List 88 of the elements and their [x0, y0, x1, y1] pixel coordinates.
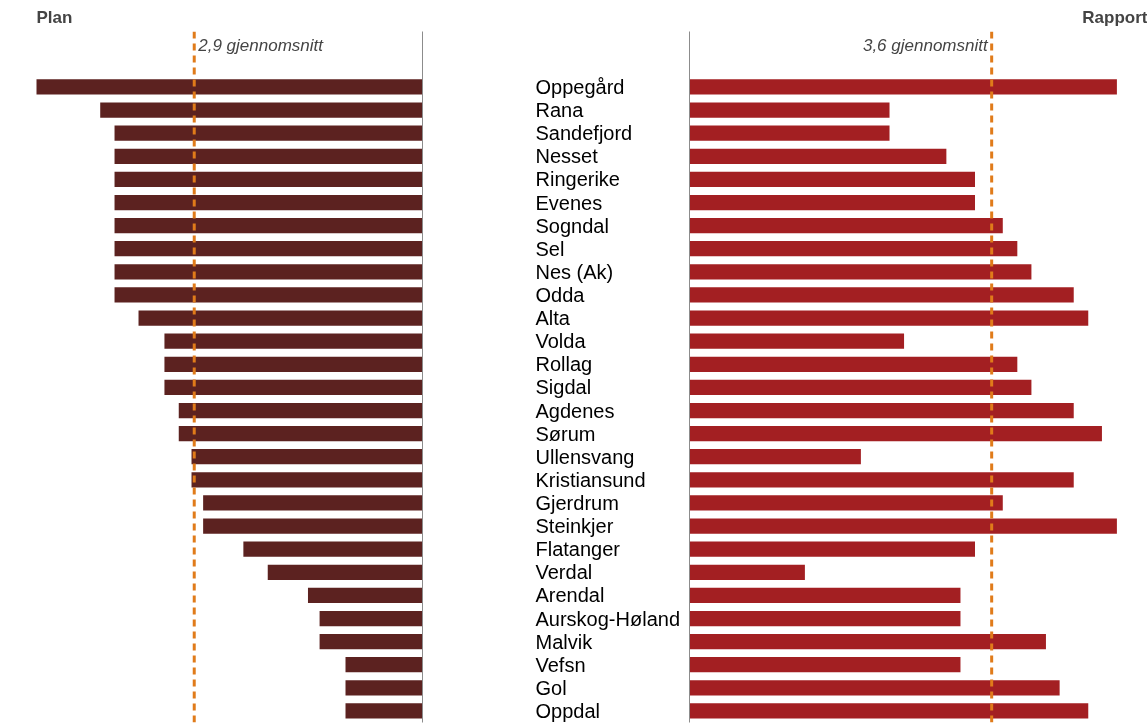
bar	[689, 657, 961, 673]
bar	[138, 310, 423, 326]
y-tick-label: Malvik	[535, 630, 594, 653]
bar	[689, 633, 1046, 650]
y-tick-label: Aurskog-Høland	[535, 607, 681, 630]
bar	[114, 148, 423, 164]
bar	[114, 287, 423, 303]
bar	[689, 241, 1018, 257]
y-tick-label: Sigdal	[535, 376, 592, 399]
y-tick-label: Odda	[535, 283, 586, 306]
bar	[164, 356, 423, 372]
chart-title: Plan	[36, 7, 73, 27]
y-tick-label: Ringerike	[535, 168, 620, 191]
bar	[178, 425, 423, 442]
bar	[689, 148, 947, 164]
bar	[689, 564, 805, 580]
bar	[345, 703, 423, 719]
ref-line-label: 2,9 gjennomsnitt	[197, 35, 325, 55]
bar	[689, 171, 975, 188]
bar	[689, 541, 975, 557]
bar	[203, 518, 423, 534]
bar	[689, 102, 890, 118]
y-tick-label: Evenes	[535, 191, 603, 214]
bar	[689, 703, 1089, 719]
y-tick-label: Rana	[535, 99, 585, 122]
bar	[689, 587, 961, 604]
bar	[689, 379, 1032, 396]
bar	[345, 657, 423, 673]
y-tick-label: Flatanger	[535, 538, 621, 561]
bar	[345, 680, 423, 696]
bar	[689, 333, 905, 349]
bar	[689, 218, 1003, 234]
y-tick-label: Oppdal	[535, 699, 600, 722]
y-tick-label: Alta	[535, 307, 571, 330]
bar	[689, 402, 1074, 419]
bar	[191, 449, 423, 465]
bar	[114, 218, 423, 234]
bar	[689, 449, 861, 465]
bar	[689, 472, 1074, 488]
y-tick-label: Sogndal	[535, 214, 609, 237]
y-tick-label: Steinkjer	[535, 515, 614, 538]
bar	[689, 194, 975, 211]
y-tick-label: Vefsn	[535, 653, 586, 676]
bar	[114, 241, 423, 257]
bar	[178, 402, 423, 419]
bar	[114, 194, 423, 211]
bar	[689, 356, 1018, 372]
bar	[319, 633, 423, 650]
bar	[267, 564, 423, 580]
y-tick-label: Sel	[535, 237, 565, 260]
bar	[100, 102, 423, 118]
y-tick-label: Arendal	[535, 584, 605, 607]
y-tick-label: Kristiansund	[535, 468, 646, 491]
bar	[164, 379, 423, 396]
y-tick-label: Sandefjord	[535, 122, 633, 145]
bar	[689, 287, 1074, 303]
chart-title: Rapport	[1082, 7, 1147, 27]
y-tick-label: Volda	[535, 330, 587, 353]
bar	[319, 610, 423, 627]
y-tick-label: Nesset	[535, 145, 599, 168]
bar	[307, 587, 423, 604]
bar	[689, 680, 1060, 696]
bar	[36, 79, 423, 95]
y-tick-label: Ullensvang	[535, 445, 635, 468]
y-tick-label: Sørum	[535, 422, 596, 445]
bar	[114, 264, 423, 280]
bar	[689, 495, 1003, 511]
y-tick-label: Agdenes	[535, 399, 615, 422]
y-tick-label: Gjerdrum	[535, 491, 619, 514]
bar	[114, 125, 423, 141]
bar	[243, 541, 423, 557]
bar	[203, 495, 423, 511]
y-tick-label: Rollag	[535, 353, 593, 376]
y-tick-label: Verdal	[535, 561, 593, 584]
bar	[689, 125, 890, 141]
bar	[689, 610, 961, 627]
bar	[164, 333, 423, 349]
y-tick-label: Nes (Ak)	[535, 260, 614, 283]
bar	[689, 425, 1102, 442]
bar	[689, 310, 1089, 326]
bar	[689, 264, 1032, 280]
bar	[191, 472, 423, 488]
y-tick-label: Oppegård	[535, 75, 625, 98]
bar	[689, 79, 1117, 95]
bar	[689, 518, 1117, 534]
bar	[114, 171, 423, 188]
ref-line-label: 3,6 gjennomsnitt	[862, 35, 989, 55]
y-tick-label: Gol	[535, 676, 567, 699]
